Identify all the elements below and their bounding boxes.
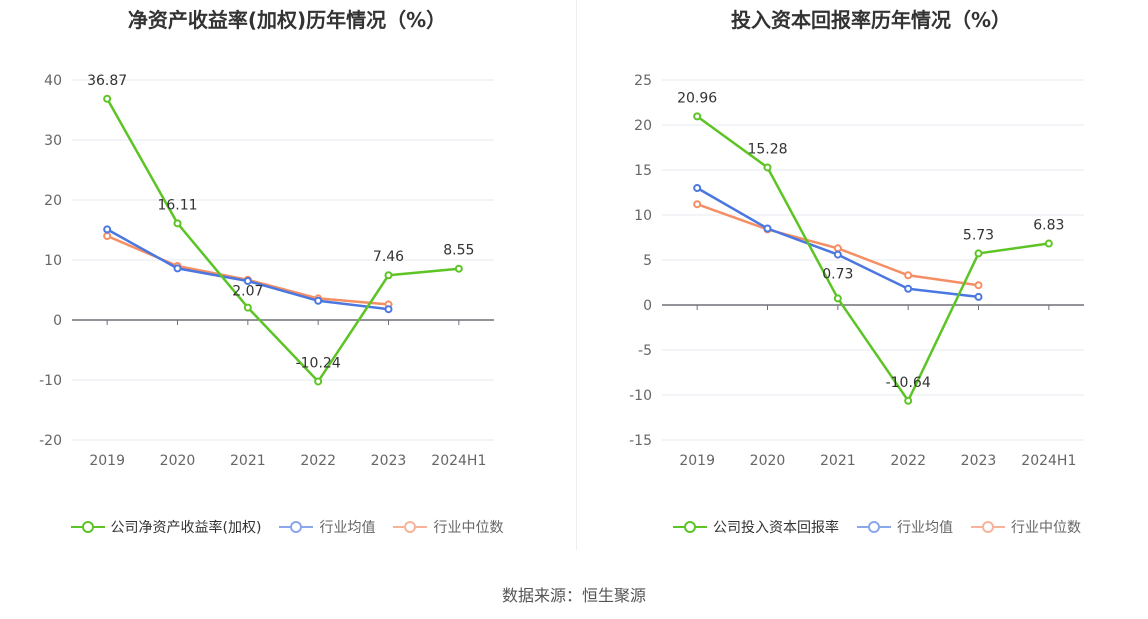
y-tick-label: 0 — [643, 298, 652, 314]
legend-item-median[interactable]: 行业中位数 — [393, 517, 503, 537]
data-point-company — [693, 112, 702, 121]
data-point-avg — [173, 264, 182, 273]
data-point-avg — [243, 277, 252, 285]
x-tick-label: 2019 — [89, 453, 125, 469]
legend-item-avg[interactable]: 行业均值 — [857, 517, 953, 537]
y-tick-label: 20 — [44, 193, 62, 209]
y-tick-label: 30 — [44, 133, 62, 149]
y-tick-label: 15 — [634, 163, 652, 179]
data-label: 36.87 — [87, 73, 127, 89]
series-line-company — [696, 115, 1050, 403]
x-tick-label: 2024H1 — [431, 453, 486, 469]
y-tick-label: 20 — [634, 118, 652, 134]
x-tick-label: 2021 — [230, 453, 266, 469]
x-tick-label: 2021 — [820, 453, 856, 469]
data-source: 数据来源：恒生聚源 — [501, 586, 646, 605]
data-label: 0.73 — [822, 266, 853, 282]
data-label: 5.73 — [963, 227, 994, 243]
legend-median-icon — [971, 521, 1005, 533]
data-point-avg — [904, 284, 913, 293]
data-label: 8.55 — [443, 243, 474, 259]
roe-chart-panel: 净资产收益率(加权)历年情况（%） -20 -10 0 10 20 30 40 2019 202… — [0, 0, 574, 560]
x-tick-label: 2023 — [371, 453, 407, 469]
y-tick-label: -20 — [39, 433, 62, 449]
y-tick-label: 25 — [634, 73, 652, 89]
legend-label: 行业均值 — [319, 520, 376, 536]
data-point-avg — [384, 305, 393, 314]
data-point-median — [974, 281, 983, 290]
data-point-company — [384, 271, 393, 280]
data-point-company — [974, 249, 983, 258]
series-line-company — [106, 98, 459, 383]
x-tick-label: 2023 — [961, 453, 997, 469]
y-tick-label: -5 — [638, 343, 652, 359]
x-tick-label: 2022 — [890, 453, 926, 469]
data-point-median — [833, 244, 842, 253]
x-tick-label: 2019 — [679, 453, 715, 469]
legend-label: 公司净资产收益率(加权) — [110, 520, 262, 536]
data-point-company — [454, 264, 463, 273]
data-point-company — [763, 163, 772, 172]
y-tick-label: 10 — [44, 253, 62, 269]
legend-item-median[interactable]: 行业中位数 — [971, 517, 1081, 537]
roic-chart-panel: 投入资本回报率历年情况（%） -15 -10 -5 0 5 10 15 20 25 2019 202… — [574, 0, 1148, 560]
x-tick-label: 2024H1 — [1021, 453, 1076, 469]
y-tick-label: 10 — [634, 208, 652, 224]
data-point-company — [833, 294, 842, 303]
data-point-median — [904, 271, 913, 280]
data-point-avg — [974, 292, 983, 301]
data-point-avg — [833, 250, 842, 259]
roic-line-chart: -15 -10 -5 0 5 10 15 20 25 2019 2020 2021 2022 2023 20… — [629, 73, 1084, 469]
data-point-company — [243, 303, 252, 312]
legend-label: 行业均值 — [897, 520, 953, 536]
data-point-median — [103, 232, 112, 240]
y-tick-label: -15 — [629, 433, 652, 449]
data-point-company — [103, 94, 112, 103]
data-point-company — [173, 219, 182, 228]
y-tick-label: 40 — [44, 73, 62, 89]
roe-line-chart: -20 -10 0 10 20 30 40 2019 2020 2021 2022 2023 2024H… — [39, 73, 494, 469]
y-tick-label: -10 — [39, 373, 62, 389]
legend-item-avg[interactable]: 行业均值 — [279, 517, 375, 537]
data-point-company — [314, 377, 323, 386]
legend-label: 行业中位数 — [1011, 520, 1081, 536]
data-point-median — [693, 200, 702, 209]
data-label: 20.96 — [677, 90, 717, 106]
legend-median-icon — [393, 521, 428, 533]
x-tick-label: 2020 — [160, 453, 196, 469]
y-tick-label: 0 — [53, 313, 62, 329]
legend-item-company[interactable]: 公司净资产收益率(加权) — [70, 517, 262, 537]
data-label: -10.64 — [886, 375, 931, 391]
data-label: 6.83 — [1033, 218, 1064, 234]
data-label: 16.11 — [157, 197, 197, 213]
chart-title: 投入资本回报率历年情况（%） — [730, 8, 1012, 32]
chart-title: 净资产收益率(加权)历年情况（%） — [127, 8, 447, 32]
chart-legend: 公司投入资本回报率 行业均值 行业中位数 — [590, 517, 1148, 537]
y-tick-label: 5 — [643, 253, 652, 269]
legend-label: 行业中位数 — [433, 520, 504, 536]
data-point-company — [1044, 239, 1053, 248]
legend-avg-icon — [857, 521, 891, 533]
legend-item-company[interactable]: 公司投入资本回报率 — [673, 517, 839, 537]
legend-company-icon — [70, 521, 105, 533]
legend-avg-icon — [279, 521, 314, 533]
legend-company-icon — [673, 521, 707, 533]
x-tick-label: 2022 — [300, 453, 336, 469]
data-point-avg — [763, 224, 772, 233]
data-label: -10.24 — [296, 355, 341, 371]
chart-legend: 公司净资产收益率(加权) 行业均值 行业中位数 — [0, 517, 574, 537]
legend-label: 公司投入资本回报率 — [713, 520, 839, 536]
x-tick-label: 2020 — [750, 453, 786, 469]
data-label: 2.07 — [232, 284, 263, 300]
data-point-company — [904, 396, 913, 405]
data-point-avg — [103, 225, 112, 234]
y-tick-label: -10 — [629, 388, 652, 404]
data-point-avg — [314, 296, 323, 305]
data-point-avg — [693, 184, 702, 192]
panel-divider — [576, 0, 577, 550]
data-label: 7.46 — [373, 249, 404, 265]
data-label: 15.28 — [747, 141, 787, 157]
